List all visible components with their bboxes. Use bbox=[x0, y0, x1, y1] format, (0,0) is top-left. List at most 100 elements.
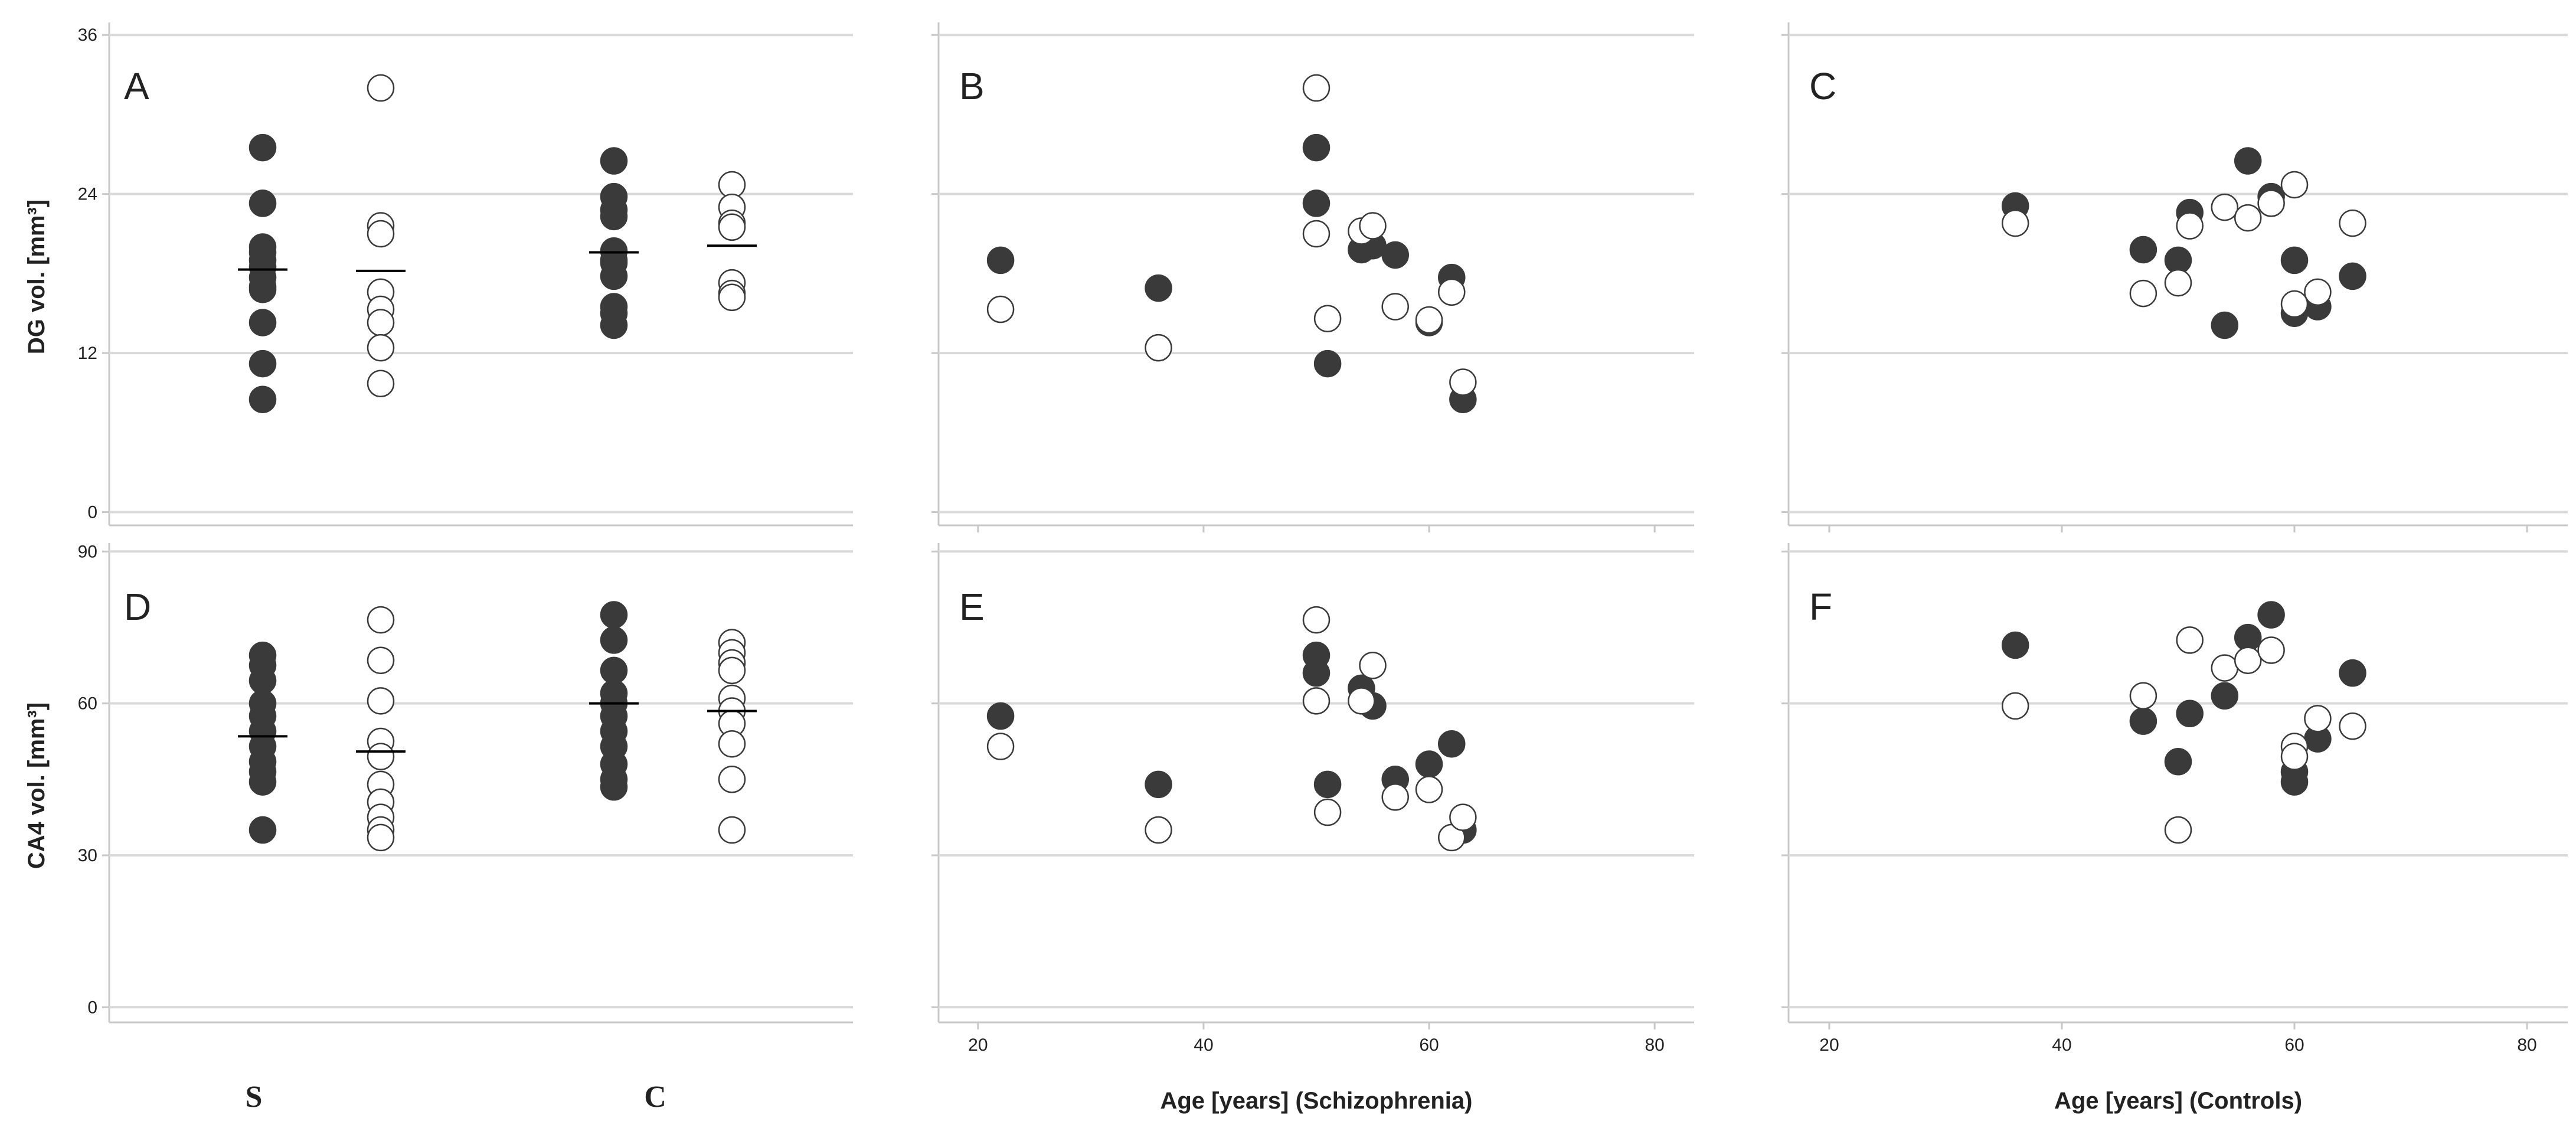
data-point bbox=[367, 823, 395, 852]
data-point bbox=[718, 283, 746, 312]
panel-letter: A bbox=[124, 65, 149, 107]
data-point bbox=[2280, 246, 2309, 274]
data-point bbox=[367, 687, 395, 715]
panel-e: 20 40 60 80 E Age [years] (Schizophrenia) bbox=[931, 543, 1694, 1114]
panel-letter: F bbox=[1809, 586, 1832, 628]
data-point bbox=[986, 295, 1015, 323]
data-point bbox=[2234, 204, 2262, 232]
x-tick-label: 20 bbox=[1819, 1035, 1839, 1055]
data-point bbox=[1313, 305, 1342, 332]
data-point bbox=[2164, 816, 2192, 844]
y-tick-label: 24 bbox=[78, 185, 97, 204]
data-point bbox=[2164, 269, 2192, 297]
group-label-c: C bbox=[644, 1080, 666, 1114]
data-point bbox=[1302, 687, 1331, 715]
data-point bbox=[2164, 748, 2192, 776]
data-point bbox=[1449, 368, 1477, 396]
x-tick-label: 80 bbox=[2517, 1035, 2536, 1055]
panel-letter: D bbox=[124, 586, 151, 628]
y-tick-label: 36 bbox=[78, 25, 97, 45]
data-point bbox=[2129, 279, 2157, 308]
data-point bbox=[1449, 803, 1477, 831]
data-point bbox=[1145, 770, 1172, 799]
x-tick-label: 60 bbox=[2284, 1035, 2304, 1055]
panel-letter: B bbox=[959, 65, 985, 107]
data-point bbox=[2211, 311, 2239, 339]
data-point bbox=[1381, 783, 1409, 811]
data-point bbox=[1381, 241, 1409, 269]
data-point bbox=[718, 766, 746, 793]
data-point bbox=[600, 626, 628, 654]
data-point bbox=[1381, 293, 1409, 321]
data-point bbox=[367, 74, 395, 102]
y-tick-label: 12 bbox=[78, 344, 97, 363]
data-point bbox=[1145, 334, 1172, 362]
data-point bbox=[367, 334, 395, 362]
data-point bbox=[1313, 349, 1342, 378]
data-point bbox=[367, 743, 395, 770]
y-tick-label: 0 bbox=[87, 998, 97, 1017]
panel-a: 0 12 24 36 A DG vol. [mm³] bbox=[24, 22, 853, 527]
y-tick-label: 90 bbox=[78, 542, 97, 561]
data-point bbox=[249, 385, 277, 413]
data-point bbox=[1415, 776, 1443, 803]
y-axis-label: CA4 vol. [mm³] bbox=[24, 702, 50, 869]
data-point bbox=[367, 646, 395, 674]
data-point bbox=[249, 816, 277, 844]
panel-letter: C bbox=[1809, 65, 1836, 107]
data-point bbox=[2176, 212, 2204, 240]
data-point bbox=[718, 730, 746, 758]
data-point bbox=[2129, 682, 2157, 710]
data-point bbox=[986, 733, 1015, 760]
y-tick-label: 30 bbox=[78, 846, 97, 865]
data-point bbox=[2339, 209, 2366, 237]
data-point bbox=[2257, 636, 2285, 664]
panel-d: 0 30 60 90 D CA4 vol. [mm³] S C bbox=[24, 542, 853, 1114]
panel-c: C bbox=[1781, 22, 2568, 532]
panel-letter: E bbox=[959, 586, 985, 628]
x-tick-label: 80 bbox=[1645, 1035, 1664, 1055]
data-point bbox=[2001, 631, 2029, 659]
data-point bbox=[2339, 659, 2366, 687]
data-point bbox=[249, 768, 277, 796]
data-point bbox=[367, 220, 395, 248]
data-point bbox=[2257, 189, 2285, 217]
data-point bbox=[2176, 626, 2204, 654]
data-point bbox=[1415, 750, 1443, 778]
data-point bbox=[2280, 743, 2309, 770]
data-point bbox=[2304, 705, 2332, 733]
data-point bbox=[600, 202, 628, 231]
data-point bbox=[986, 702, 1015, 730]
data-point bbox=[2211, 193, 2239, 221]
x-tick-label: 40 bbox=[1194, 1035, 1213, 1055]
data-point bbox=[249, 309, 277, 336]
group-label-s: S bbox=[246, 1080, 263, 1114]
data-point bbox=[1348, 687, 1375, 715]
data-point bbox=[2001, 209, 2029, 237]
data-point bbox=[1415, 306, 1443, 334]
data-point bbox=[2234, 646, 2262, 674]
data-point bbox=[1438, 278, 1466, 306]
data-point bbox=[2280, 171, 2309, 199]
data-point bbox=[600, 262, 628, 290]
y-tick-label: 0 bbox=[87, 503, 97, 522]
data-point bbox=[2234, 147, 2262, 175]
data-point bbox=[2211, 654, 2239, 682]
data-point bbox=[1302, 74, 1331, 102]
data-point bbox=[2129, 236, 2157, 264]
data-point bbox=[2257, 601, 2285, 629]
data-point bbox=[1313, 770, 1342, 799]
x-tick-label: 60 bbox=[1419, 1035, 1439, 1055]
data-point bbox=[2280, 768, 2309, 796]
x-axis-label: Age [years] (Schizophrenia) bbox=[1160, 1088, 1472, 1114]
data-point bbox=[367, 370, 395, 397]
data-point bbox=[1313, 798, 1342, 826]
x-axis-label: Age [years] (Controls) bbox=[2054, 1088, 2302, 1114]
x-tick-label: 20 bbox=[968, 1035, 988, 1055]
data-point bbox=[1302, 659, 1331, 687]
data-point bbox=[249, 189, 277, 217]
x-tick-label: 40 bbox=[2052, 1035, 2071, 1055]
y-tick-label: 60 bbox=[78, 694, 97, 714]
data-point bbox=[1359, 212, 1387, 240]
